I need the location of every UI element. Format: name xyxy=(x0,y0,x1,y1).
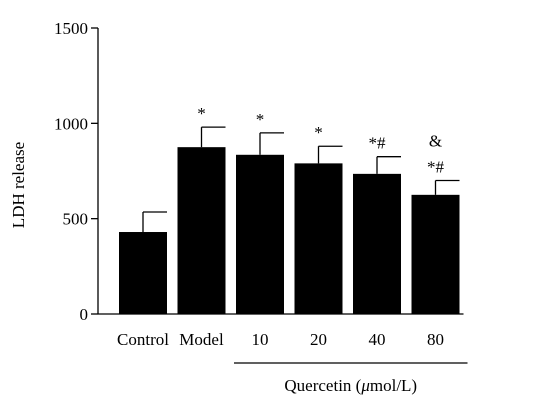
x-tick-label: 10 xyxy=(252,330,269,349)
x-tick-label: 20 xyxy=(310,330,327,349)
y-tick-label: 0 xyxy=(80,305,89,324)
x-tick-label: 80 xyxy=(427,330,444,349)
y-tick-label: 1000 xyxy=(54,114,88,133)
significance-label: *# xyxy=(369,134,387,153)
bar xyxy=(119,232,167,314)
significance-label-extra: & xyxy=(429,132,442,151)
bar xyxy=(294,163,343,314)
y-axis-label: LDH release xyxy=(9,142,28,228)
significance-label: * xyxy=(197,104,206,123)
bar xyxy=(236,154,284,314)
y-tick-label: 500 xyxy=(63,210,89,229)
group-label-mu: μ xyxy=(360,376,370,395)
bar xyxy=(411,194,460,314)
group-label-prefix: Quercetin ( xyxy=(284,376,361,395)
x-tick-label: 40 xyxy=(369,330,386,349)
x-tick-label: Control xyxy=(117,330,169,349)
group-label: Quercetin (μmol/L) xyxy=(284,376,417,395)
bars xyxy=(119,126,460,314)
x-tick-label: Model xyxy=(179,330,224,349)
significance-label: *# xyxy=(427,158,445,177)
significance-label: * xyxy=(256,110,265,129)
y-tick-label: 1500 xyxy=(54,19,88,38)
significance-label: * xyxy=(314,123,323,142)
bar xyxy=(353,173,401,314)
labels: Control * Model * 10 * 20 *# 40 *# & 80 Quercetin (μ… xyxy=(117,104,468,395)
group-label-unit: mol/L) xyxy=(370,376,417,395)
bar xyxy=(177,147,226,314)
